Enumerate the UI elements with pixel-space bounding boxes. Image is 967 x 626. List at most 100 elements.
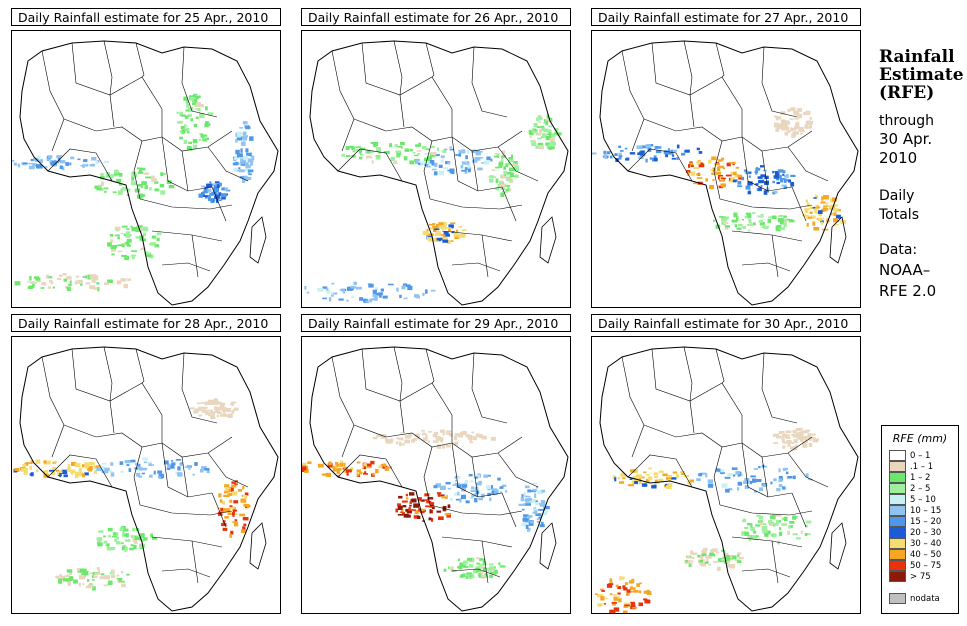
rain-cell (159, 183, 165, 188)
rain-cell (85, 164, 89, 167)
rain-cell (209, 183, 215, 186)
rain-cell (532, 128, 537, 131)
rain-cell (807, 216, 813, 219)
rain-cell (95, 160, 99, 165)
rain-cell (403, 283, 407, 286)
rain-cell (444, 513, 451, 516)
rain-cell (705, 178, 708, 182)
rain-cell (548, 132, 552, 137)
rain-cell (785, 435, 789, 438)
rain-cell (504, 176, 510, 179)
rain-cell (438, 516, 444, 520)
rain-cell (820, 221, 823, 225)
rain-cell (388, 466, 392, 469)
rain-cell (744, 527, 748, 529)
rain-cell (246, 176, 252, 180)
rain-cell (813, 227, 820, 231)
rain-cell (104, 190, 107, 193)
rain-cell (528, 515, 533, 518)
rain-cell (115, 540, 121, 545)
country-border (63, 118, 163, 142)
rain-cell (425, 148, 430, 151)
rain-cell (808, 122, 812, 128)
rain-cell (805, 110, 811, 115)
rain-cell (618, 145, 622, 148)
rain-cell (629, 478, 633, 480)
rain-cell (85, 282, 91, 285)
country-border (741, 568, 791, 578)
rain-cell (630, 586, 633, 588)
rain-cell (143, 461, 148, 464)
rain-cell (806, 202, 810, 207)
rain-cell (74, 280, 77, 285)
rain-cell (233, 500, 239, 504)
rain-cell (450, 222, 456, 225)
legend-label: 30 – 40 (910, 538, 942, 549)
rain-cell (110, 239, 114, 243)
rain-cell (442, 507, 447, 512)
rain-cell (140, 247, 146, 250)
country-border (787, 146, 829, 182)
country-border (715, 348, 743, 416)
rain-cell (495, 166, 500, 169)
rain-cell (422, 145, 427, 150)
rain-cell (29, 276, 32, 281)
caption-daily: Daily (879, 188, 915, 204)
country-border (791, 186, 807, 222)
rain-cell (183, 96, 188, 101)
rain-cell (755, 535, 759, 538)
rain-cell (371, 160, 374, 164)
rain-cell (124, 548, 127, 553)
rain-cell (545, 120, 549, 126)
rain-cell (542, 133, 546, 136)
rain-cell (435, 436, 441, 439)
rain-cell (603, 150, 607, 154)
rain-cell (643, 590, 649, 594)
rain-cell (148, 461, 153, 464)
rain-cell (35, 164, 41, 169)
rain-cell (240, 141, 246, 146)
rain-cell (236, 136, 243, 141)
rain-cell (131, 176, 134, 181)
rain-cell (232, 521, 238, 524)
rain-cell (767, 219, 772, 223)
rain-cell (430, 509, 433, 514)
rain-cell (363, 463, 370, 468)
rain-cell (413, 437, 417, 441)
rain-cell (546, 114, 550, 119)
rain-cell (437, 494, 441, 497)
rain-cell (776, 178, 780, 181)
rain-cell (402, 505, 407, 508)
rain-cell (536, 117, 540, 122)
rain-cell (725, 174, 732, 177)
rain-cell (725, 560, 730, 563)
rain-cell (154, 188, 160, 192)
rain-cell (760, 185, 763, 187)
rain-cell (760, 165, 765, 168)
rain-cell (84, 462, 91, 466)
rain-cell (535, 502, 540, 506)
rain-cell (207, 123, 211, 127)
rain-cell (722, 557, 725, 559)
legend-item: 0 – 1 (889, 450, 930, 461)
rain-cell (48, 155, 53, 159)
rain-cell (248, 173, 252, 176)
rain-cell (730, 177, 735, 182)
rain-cell (461, 149, 466, 154)
rain-cell (186, 103, 190, 108)
rain-cell (622, 585, 626, 589)
rain-cell (743, 169, 747, 172)
rain-cell (624, 604, 630, 607)
rain-cell (793, 111, 800, 116)
rain-cell (784, 131, 789, 136)
rain-cell (749, 480, 753, 485)
rain-cell (194, 462, 198, 466)
country-border (643, 424, 743, 448)
legend-label: 10 – 15 (910, 505, 942, 516)
rain-cell (240, 498, 247, 503)
rain-cell (148, 243, 155, 245)
rain-cell (57, 471, 60, 475)
rain-cell (785, 131, 790, 133)
country-border (71, 42, 143, 96)
rain-cell (826, 218, 829, 222)
